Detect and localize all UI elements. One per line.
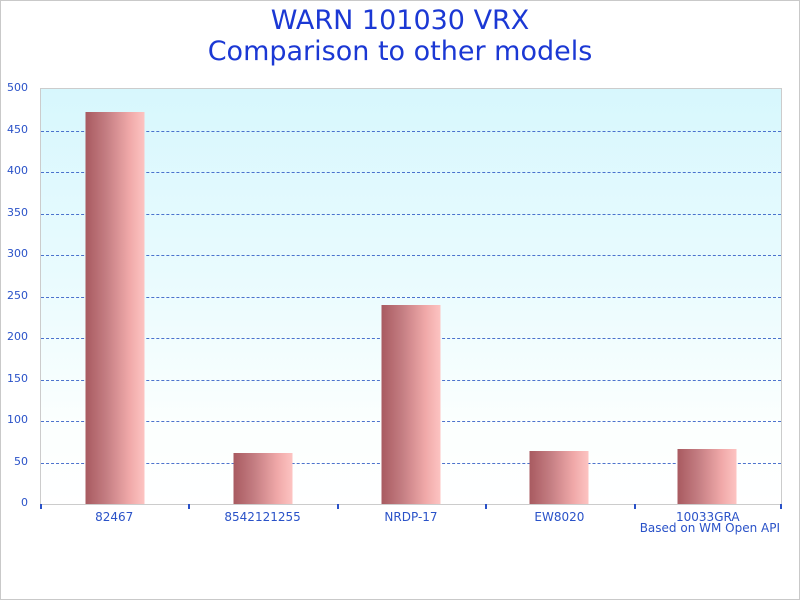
bar-NRDP-17	[381, 304, 441, 504]
chart-title: WARN 101030 VRX	[270, 5, 530, 36]
y-tick-label-400: 400	[7, 164, 28, 177]
y-tick-label-350: 350	[7, 205, 28, 219]
chart-footnote: Based on WM Open API	[639, 521, 780, 535]
bar-EW8020	[529, 450, 589, 504]
chart-title-block: WARN 101030 VRX Comparison to other mode…	[1, 5, 799, 67]
x-tick-0	[40, 504, 42, 509]
y-tick-label-250: 250	[7, 288, 28, 302]
y-tick-label-100: 100	[7, 413, 28, 426]
x-category-label-10033GRA: 10033GRA	[676, 510, 740, 524]
gridline-400	[41, 172, 781, 173]
x-category-label-8542121255: 8542121255	[224, 510, 301, 524]
x-tick-4	[633, 504, 636, 509]
plot-area	[40, 88, 782, 505]
y-tick-label-150: 150	[7, 371, 28, 385]
y-tick-label-0: 0	[21, 496, 28, 509]
x-axis-labels: 82467 8542121255 NRDP-17 EW8020 10033GRA	[40, 510, 782, 528]
y-tick-label-500: 500	[7, 81, 28, 94]
gridline-300	[41, 255, 781, 256]
y-axis: 0 50 100 150 200 250 300 350 400 450 500	[1, 81, 34, 509]
gridline-350	[41, 213, 781, 215]
y-tick-label-50: 50	[14, 454, 28, 468]
gridline-250	[41, 296, 781, 298]
x-axis-ticks	[40, 504, 782, 510]
x-tick-5	[780, 504, 782, 509]
chart-subtitle: Comparison to other models	[207, 36, 593, 67]
bar-8542121255	[233, 452, 293, 504]
x-tick-2	[336, 504, 339, 509]
y-tick-label-300: 300	[7, 247, 28, 260]
x-tick-1	[188, 504, 191, 509]
y-tick-label-450: 450	[7, 122, 28, 136]
x-category-label-EW8020: EW8020	[534, 510, 585, 524]
x-category-label-82467: 82467	[95, 510, 134, 524]
gridline-450	[41, 130, 781, 132]
y-tick-label-200: 200	[7, 330, 28, 343]
x-category-label-NRDP-17: NRDP-17	[384, 510, 438, 524]
x-tick-3	[485, 504, 488, 509]
bar-82467	[85, 112, 145, 504]
bar-10033GRA	[677, 449, 737, 504]
